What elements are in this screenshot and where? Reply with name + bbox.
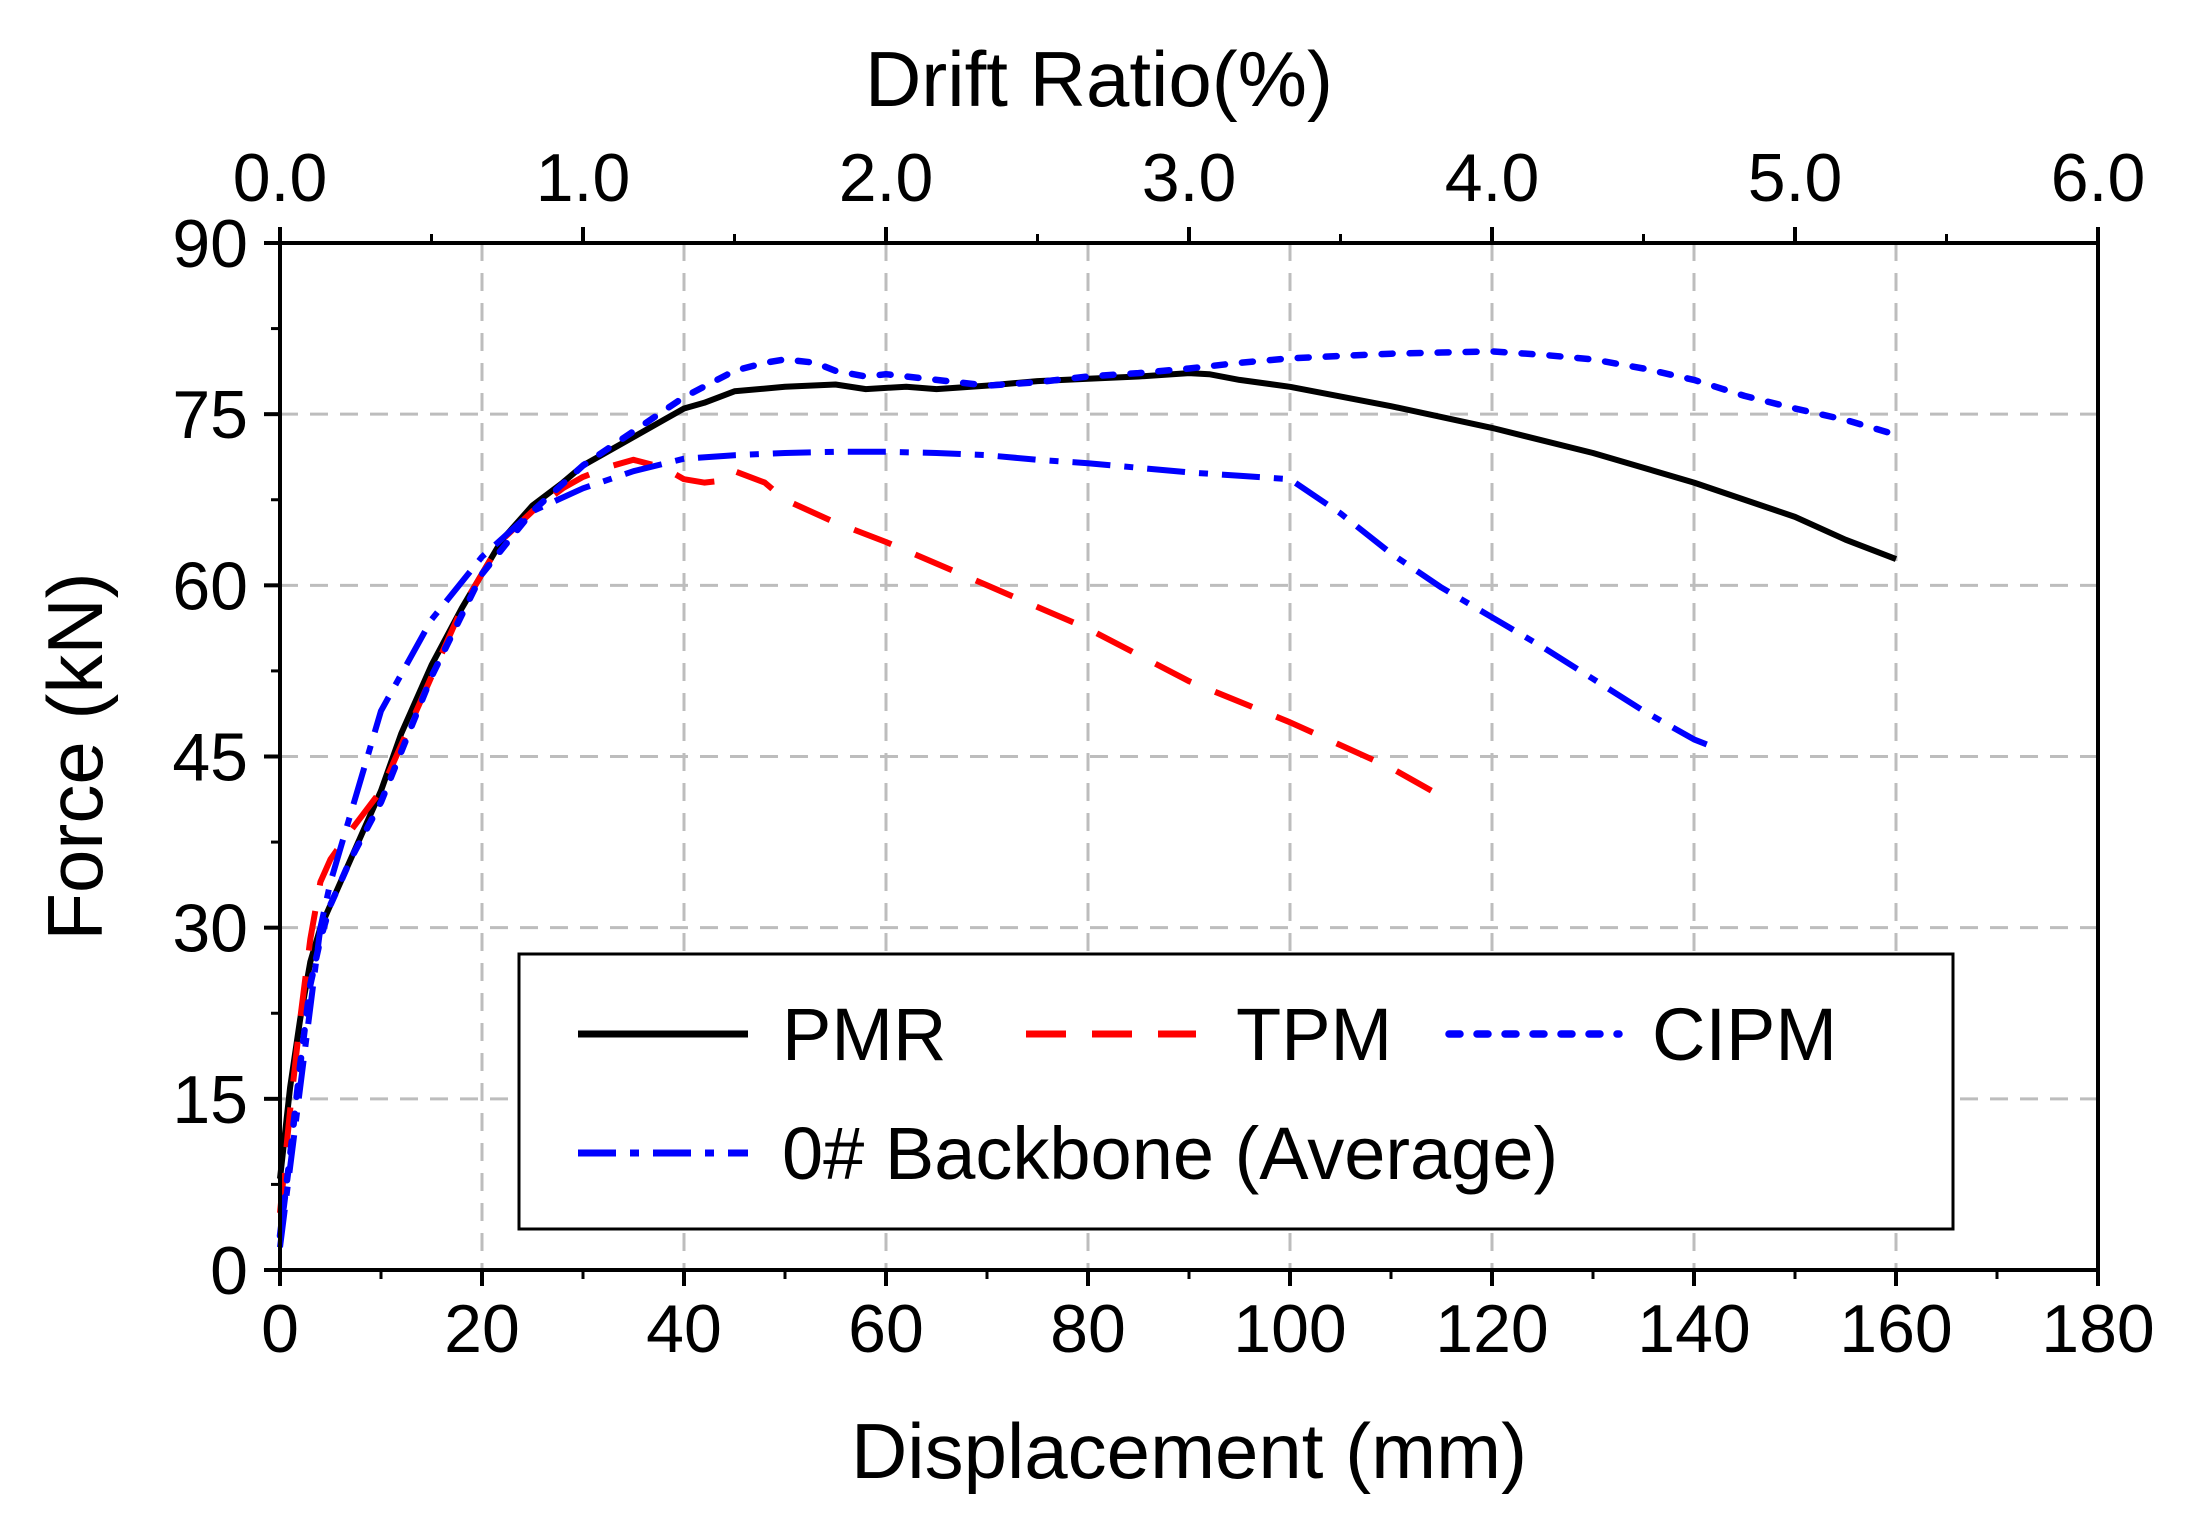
y-tick-label: 0 (210, 1233, 248, 1309)
x-tick-label: 140 (1637, 1291, 1750, 1367)
legend-label-2: TPM (1236, 993, 1392, 1076)
x-tick-label: 180 (2041, 1291, 2154, 1367)
series-line-1 (277, 370, 1898, 1180)
x-tick-label: 80 (1050, 1291, 1126, 1367)
y-tick-label: 45 (172, 720, 248, 796)
top-tick-label: 3.0 (1142, 140, 1237, 216)
legend: PMR TPM CIPM 0# Backbone (Average) (517, 952, 1955, 1231)
y-tick-label: 30 (172, 891, 248, 967)
top-axis-title: Drift Ratio(%) (865, 35, 1333, 123)
y-tick-label: 15 (172, 1062, 248, 1138)
x-tick-label: 100 (1233, 1291, 1346, 1367)
top-tick-label: 4.0 (1445, 140, 1540, 216)
x-tick-label: 160 (1839, 1291, 1952, 1367)
y-tick-label: 90 (172, 206, 248, 282)
tick-labels: 0 20 40 60 80 100 120 140 160 180 0 15 30 45 60 75 900.0… (172, 140, 2154, 1367)
top-tick-label: 5.0 (1748, 140, 1843, 216)
y-axis-title: Force (kN) (31, 572, 119, 940)
plot-series (276, 348, 1900, 1248)
x-tick-label: 60 (848, 1291, 924, 1367)
legend-box (517, 952, 1955, 1231)
legend-label-3: CIPM (1652, 993, 1837, 1076)
series-line-3 (276, 348, 1900, 1240)
y-tick-label: 75 (172, 377, 248, 453)
x-tick-label: 20 (444, 1291, 520, 1367)
x-tick-label: 120 (1435, 1291, 1548, 1367)
x-tick-label: 0 (261, 1291, 299, 1367)
x-tick-label: 40 (646, 1291, 722, 1367)
x-axis-title: Displacement (mm) (851, 1407, 1527, 1495)
top-tick-label: 2.0 (839, 140, 934, 216)
top-tick-label: 6.0 (2051, 140, 2146, 216)
ticks (264, 227, 2100, 1286)
legend-label-1: PMR (782, 993, 946, 1076)
legend-label-4: 0# Backbone (Average) (782, 1112, 1558, 1195)
top-tick-label: 0.0 (233, 140, 328, 216)
top-tick-label: 1.0 (536, 140, 631, 216)
y-tick-label: 60 (172, 548, 248, 624)
